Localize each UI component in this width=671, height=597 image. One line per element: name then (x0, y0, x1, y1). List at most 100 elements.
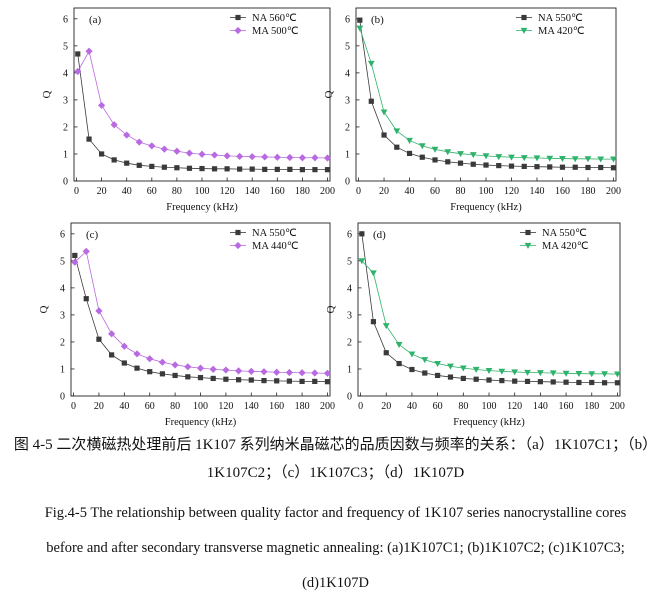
x-tick-label: 20 (94, 401, 104, 412)
y-tick-label: 3 (60, 310, 65, 321)
ma-point (95, 307, 103, 315)
y-tick-label: 3 (347, 310, 352, 321)
ma-point (495, 154, 503, 161)
na-point (72, 252, 78, 259)
na-point (199, 165, 205, 172)
y-tick-label: 0 (63, 177, 68, 188)
ma-point (508, 154, 515, 161)
ma-point (173, 147, 181, 155)
ma-point (158, 358, 167, 366)
series-line-na (361, 233, 618, 384)
ma-point (395, 342, 403, 349)
ma-point (123, 131, 131, 139)
x-tick-label: 100 (479, 186, 494, 197)
ma-point (247, 367, 255, 376)
ma-point (85, 47, 93, 55)
y-tick-label: 2 (345, 122, 350, 133)
ma-point (575, 370, 583, 377)
panel-label: (c) (86, 229, 99, 241)
na-point (147, 369, 153, 375)
y-tick-label: 3 (63, 95, 68, 106)
na-point (512, 378, 518, 384)
ma-point (273, 368, 281, 376)
na-point (211, 166, 218, 172)
ma-point (323, 154, 332, 162)
ma-point (421, 357, 429, 364)
x-tick-label: 60 (147, 186, 157, 197)
caption-cn-line2: 1K107C2；（c）1K107C3；（d）1K107D (206, 465, 465, 481)
x-tick-label: 100 (482, 401, 497, 412)
na-point (610, 165, 617, 171)
legend-marker (235, 14, 241, 21)
na-point (312, 378, 318, 385)
x-tick-label: 200 (320, 401, 335, 412)
x-tick-label: 0 (358, 401, 363, 412)
ma-point (222, 366, 230, 374)
legend-label: NA 550℃ (252, 228, 297, 239)
series-line-na (74, 255, 328, 383)
x-tick-label: 180 (295, 186, 310, 197)
x-tick-label: 60 (433, 401, 443, 412)
y-axis-label: Q (325, 305, 337, 313)
na-point (121, 360, 127, 366)
ma-point (482, 153, 490, 160)
ma-point (562, 370, 570, 377)
na-point (508, 163, 515, 169)
ma-point (196, 364, 205, 372)
ma-point (171, 361, 179, 369)
ma-point (273, 153, 281, 161)
ma-point (135, 138, 143, 146)
y-axis-label: Q (323, 90, 335, 98)
na-point (299, 378, 305, 385)
ma-point (110, 121, 118, 129)
ma-point (236, 152, 244, 161)
na-point (368, 98, 374, 104)
ma-point (380, 109, 388, 116)
na-point (432, 157, 438, 163)
x-axis-label: Frequency (kHz) (450, 202, 522, 213)
na-point (274, 378, 280, 384)
x-tick-label: 20 (379, 186, 389, 197)
ma-point (393, 128, 401, 135)
na-point (261, 377, 267, 384)
ma-point (198, 150, 206, 158)
y-tick-label: 5 (60, 256, 65, 267)
y-tick-label: 5 (63, 41, 68, 52)
ma-point (520, 155, 528, 162)
ma-point (311, 369, 319, 377)
x-tick-label: 40 (405, 186, 415, 197)
na-point (249, 166, 255, 172)
x-tick-label: 160 (270, 186, 285, 197)
ma-point (108, 330, 116, 338)
y-tick-label: 2 (60, 337, 65, 348)
x-tick-label: 140 (533, 401, 548, 412)
na-point (86, 136, 92, 142)
na-point (96, 336, 102, 342)
legend-label: NA 550℃ (542, 228, 587, 239)
ma-point (210, 151, 219, 159)
na-point (359, 231, 365, 237)
y-tick-label: 0 (347, 392, 352, 403)
y-axis-label: Q (38, 305, 50, 313)
ma-point (120, 342, 128, 350)
na-point (370, 319, 377, 325)
ma-point (610, 156, 617, 163)
na-point (585, 164, 591, 171)
caption-en-line2: before and after secondary transverse ma… (46, 540, 625, 556)
na-point (589, 379, 595, 386)
na-point (499, 377, 505, 384)
legend-marker (521, 14, 527, 21)
panel-label: (a) (89, 14, 102, 26)
x-tick-label: 120 (220, 186, 235, 197)
na-point (161, 164, 167, 170)
na-point (174, 165, 180, 171)
na-point (614, 380, 621, 386)
na-point (186, 165, 193, 171)
x-tick-label: 80 (172, 186, 182, 197)
ma-point (98, 101, 106, 109)
x-tick-label: 0 (356, 186, 361, 197)
legend-label: NA 550℃ (538, 13, 583, 24)
x-tick-label: 200 (320, 186, 335, 197)
ma-point (234, 367, 243, 375)
na-point (134, 365, 140, 371)
